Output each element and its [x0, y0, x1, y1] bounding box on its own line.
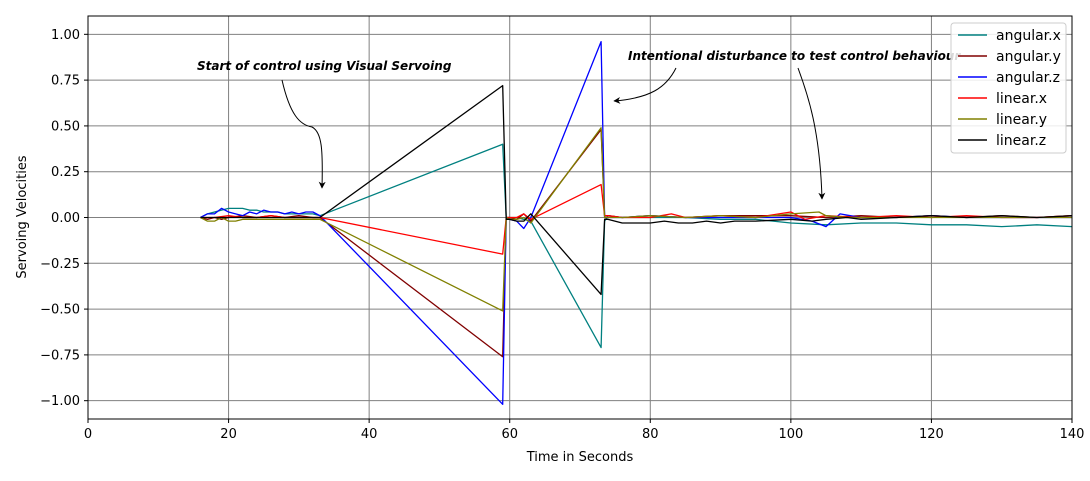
annotation-arrow	[613, 67, 677, 104]
x-tick-label: 120	[919, 427, 944, 442]
x-tick-label: 100	[778, 427, 803, 442]
x-tick-label: 20	[220, 427, 237, 442]
series-group	[200, 41, 1072, 406]
annotation-arrow	[281, 79, 326, 189]
y-tick-label: −0.50	[40, 303, 80, 318]
x-tick-label: 0	[84, 427, 92, 442]
y-tick-label: 0.50	[51, 119, 80, 134]
legend-label: linear.y	[996, 112, 1047, 128]
y-tick-label: −0.75	[40, 348, 80, 363]
y-tick-label: 0.25	[51, 165, 80, 180]
y-tick-label: 0.75	[51, 74, 80, 89]
x-tick-label: 40	[361, 427, 378, 442]
y-tick-label: −1.00	[40, 394, 80, 409]
annotation-text: Start of control using Visual Servoing	[197, 59, 452, 73]
y-tick-label: 1.00	[51, 28, 80, 43]
series-line-linear-z	[200, 84, 1072, 296]
y-axis-title: Servoing Velocities	[15, 155, 30, 278]
legend-label: angular.y	[996, 49, 1061, 65]
y-axis: 1.00 0.75 0.50 0.25 0.00 −0.25 −0.50 −0.75 −1.00	[40, 28, 88, 409]
x-tick-label: 80	[642, 427, 659, 442]
series-line-linear-y	[200, 127, 1072, 312]
x-axis: 0 20 40 60 80 100 120 140	[84, 419, 1085, 442]
legend: angular.x angular.y angular.z linear.x linea…	[950, 22, 1067, 154]
y-tick-label: 0.00	[51, 211, 80, 226]
x-tick-label: 140	[1060, 427, 1085, 442]
annotation-start-control: Start of control using Visual Servoing	[197, 59, 452, 189]
x-axis-title: Time in Seconds	[526, 450, 634, 465]
legend-label: linear.x	[996, 91, 1047, 107]
annotation-disturbance: Intentional disturbance to test control …	[613, 49, 961, 200]
y-tick-label: −0.25	[40, 257, 80, 272]
legend-label: angular.x	[996, 28, 1061, 44]
legend-label: angular.z	[996, 70, 1060, 86]
x-tick-label: 60	[501, 427, 518, 442]
annotation-text: Intentional disturbance to test control …	[628, 49, 961, 63]
annotation-arrow	[797, 67, 826, 200]
legend-label: linear.z	[996, 133, 1046, 149]
